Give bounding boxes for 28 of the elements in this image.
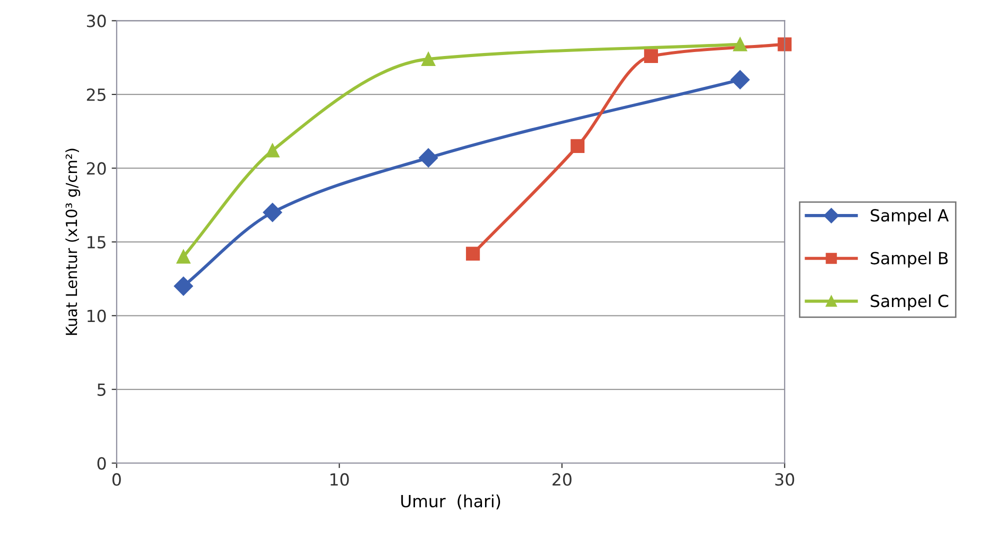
y-tick-label: 10 — [88, 310, 106, 322]
y-tick-label: 25 — [86, 88, 106, 102]
point — [262, 202, 282, 222]
y-tick-label: 20 — [86, 162, 106, 175]
point — [570, 139, 585, 154]
legend-label: Sampel B — [870, 252, 948, 268]
x-tick-label: 10 — [330, 473, 349, 486]
legend-label: Sampel A — [870, 208, 949, 225]
point — [733, 37, 748, 52]
point — [266, 144, 280, 158]
y-axis-title: Kuat Lentur (x10³ g/cm²) — [65, 148, 80, 335]
x-axis-title: Umur (hari) — [401, 494, 500, 510]
point — [778, 37, 792, 52]
point — [176, 250, 190, 264]
point — [466, 246, 480, 261]
x-tick-label: 30 — [775, 473, 794, 486]
y-tick-label: 5 — [98, 384, 106, 396]
y-tick-label: 30 — [86, 14, 106, 28]
point — [418, 148, 438, 168]
legend-label: Sampel C — [870, 294, 948, 310]
point — [644, 49, 658, 64]
point — [421, 52, 436, 66]
y-tick-label: 0 — [97, 457, 106, 470]
y-tick-label: 15 — [88, 236, 106, 248]
x-tick-label: 20 — [552, 473, 572, 486]
point — [174, 276, 193, 296]
point — [730, 70, 750, 90]
x-tick-label: 0 — [112, 473, 121, 486]
